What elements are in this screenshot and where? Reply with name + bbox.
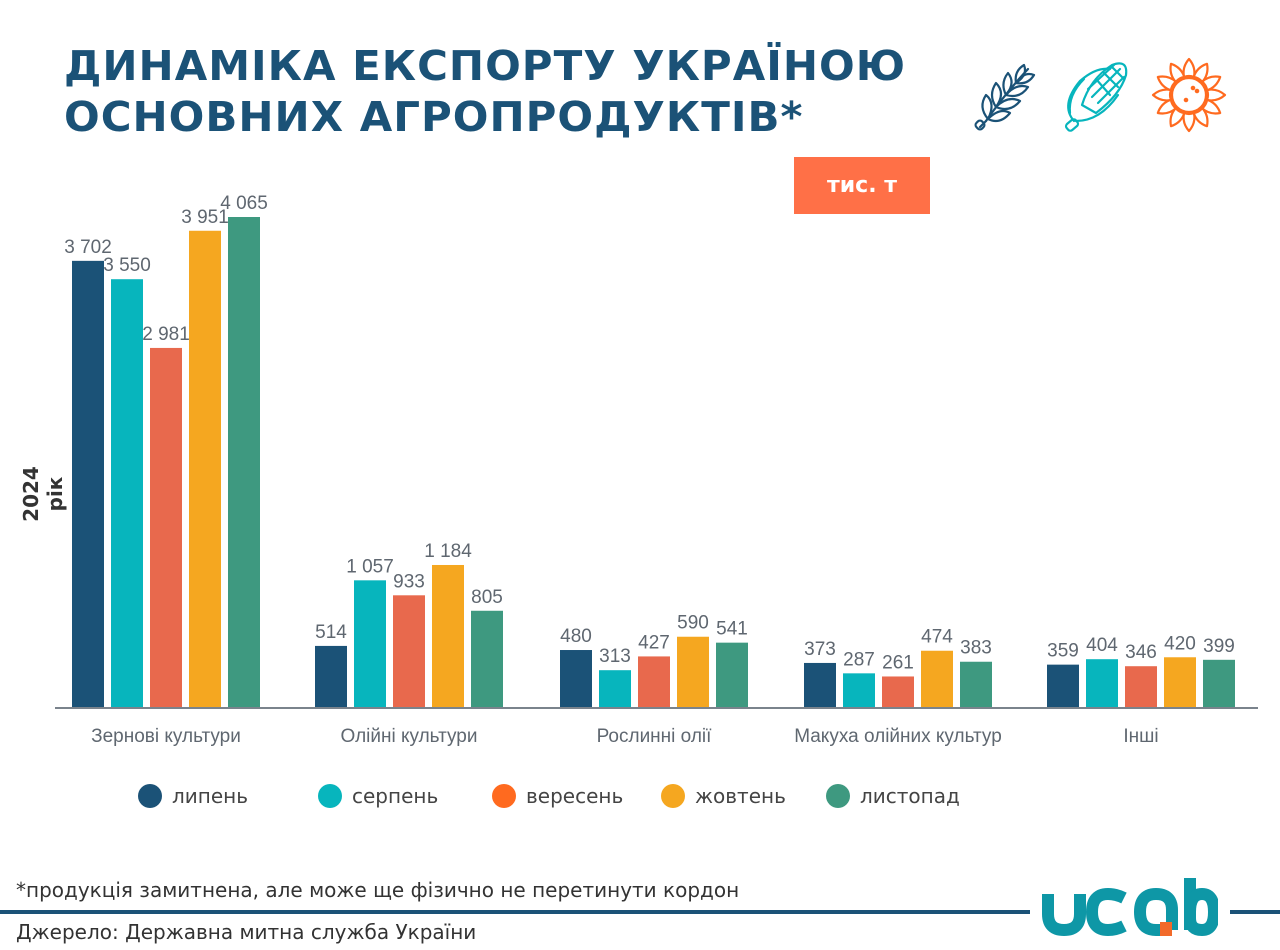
bar	[1203, 659, 1235, 708]
title-line-1: ДИНАМІКА ЕКСПОРТУ УКРАЇНОЮ	[64, 42, 907, 91]
data-label: 1 057	[346, 556, 394, 577]
page-title: ДИНАМІКА ЕКСПОРТУ УКРАЇНОЮ ОСНОВНИХ АГРО…	[64, 41, 906, 143]
data-label: 514	[315, 622, 347, 643]
data-label: 383	[960, 638, 992, 659]
bar	[189, 230, 221, 708]
bar	[150, 347, 182, 708]
legend-swatch	[138, 784, 162, 808]
data-label: 3 550	[103, 255, 151, 276]
data-label: 590	[677, 613, 709, 634]
bar	[315, 645, 347, 708]
legend-item: серпень	[318, 784, 438, 808]
legend-swatch	[318, 784, 342, 808]
data-label: 3 951	[181, 207, 229, 228]
data-label: 427	[638, 632, 670, 653]
footer-divider-right	[1230, 910, 1280, 914]
bar	[804, 662, 836, 708]
category-label: Макуха олійних культур	[794, 726, 1002, 747]
bar	[677, 636, 709, 708]
bar	[638, 656, 670, 708]
footnote: *продукція замитнена, але може ще фізичн…	[16, 878, 740, 902]
legend-swatch	[826, 784, 850, 808]
category-label: Рослинні олії	[597, 726, 713, 747]
sunflower-icon	[1151, 57, 1227, 133]
data-label: 261	[882, 652, 914, 673]
unit-badge: тис. т	[794, 157, 930, 214]
data-label: 805	[471, 587, 503, 608]
bar	[1125, 666, 1157, 708]
data-label: 1 184	[424, 541, 472, 562]
legend-label: листопад	[860, 784, 960, 808]
data-label: 359	[1047, 641, 1079, 662]
legend-item: жовтень	[661, 784, 786, 808]
bar	[354, 580, 386, 708]
legend-label: жовтень	[695, 784, 786, 808]
data-label: 541	[716, 619, 748, 640]
data-label: 404	[1086, 635, 1118, 656]
category-label: Зернові культури	[91, 726, 241, 747]
legend-label: вересень	[526, 784, 624, 808]
data-label: 287	[843, 649, 875, 670]
corn-icon	[1064, 62, 1128, 132]
bar	[1047, 664, 1079, 708]
bar	[960, 661, 992, 708]
data-label: 480	[560, 626, 592, 647]
source-note: Джерело: Державна митна служба України	[16, 920, 477, 944]
bar	[432, 564, 464, 708]
data-label: 474	[921, 627, 953, 648]
bar	[716, 642, 748, 708]
legend-item: липень	[138, 784, 248, 808]
data-label: 313	[599, 646, 631, 667]
bar	[882, 676, 914, 708]
legend-swatch	[492, 784, 516, 808]
bar	[471, 610, 503, 708]
category-label: Інші	[1123, 726, 1158, 747]
crop-icons	[974, 57, 1227, 133]
legend-item: листопад	[826, 784, 960, 808]
bar	[843, 673, 875, 708]
legend-swatch	[661, 784, 685, 808]
data-label: 399	[1203, 636, 1235, 657]
title-line-2: ОСНОВНИХ АГРОПРОДУКТІВ*	[64, 92, 804, 141]
data-label: 933	[393, 571, 425, 592]
bar	[1086, 659, 1118, 708]
category-label: Олійні культури	[341, 726, 478, 747]
bar	[111, 279, 143, 708]
bar	[393, 595, 425, 708]
data-label: 420	[1164, 633, 1196, 654]
bar	[921, 650, 953, 708]
bar	[1164, 657, 1196, 708]
bar	[599, 670, 631, 708]
ucab-logo	[1042, 878, 1218, 937]
data-label: 373	[804, 639, 836, 660]
legend-label: серпень	[352, 784, 439, 808]
bar	[72, 260, 104, 708]
data-label: 3 702	[64, 237, 112, 258]
wheat-icon	[974, 63, 1036, 131]
legend-item: вересень	[492, 784, 623, 808]
data-label: 2 981	[142, 324, 190, 345]
data-label: 4 065	[220, 193, 268, 214]
bar	[560, 650, 592, 708]
legend-label: липень	[172, 784, 249, 808]
data-label: 346	[1125, 642, 1157, 663]
bar	[228, 217, 260, 708]
footer-divider	[0, 910, 1030, 914]
